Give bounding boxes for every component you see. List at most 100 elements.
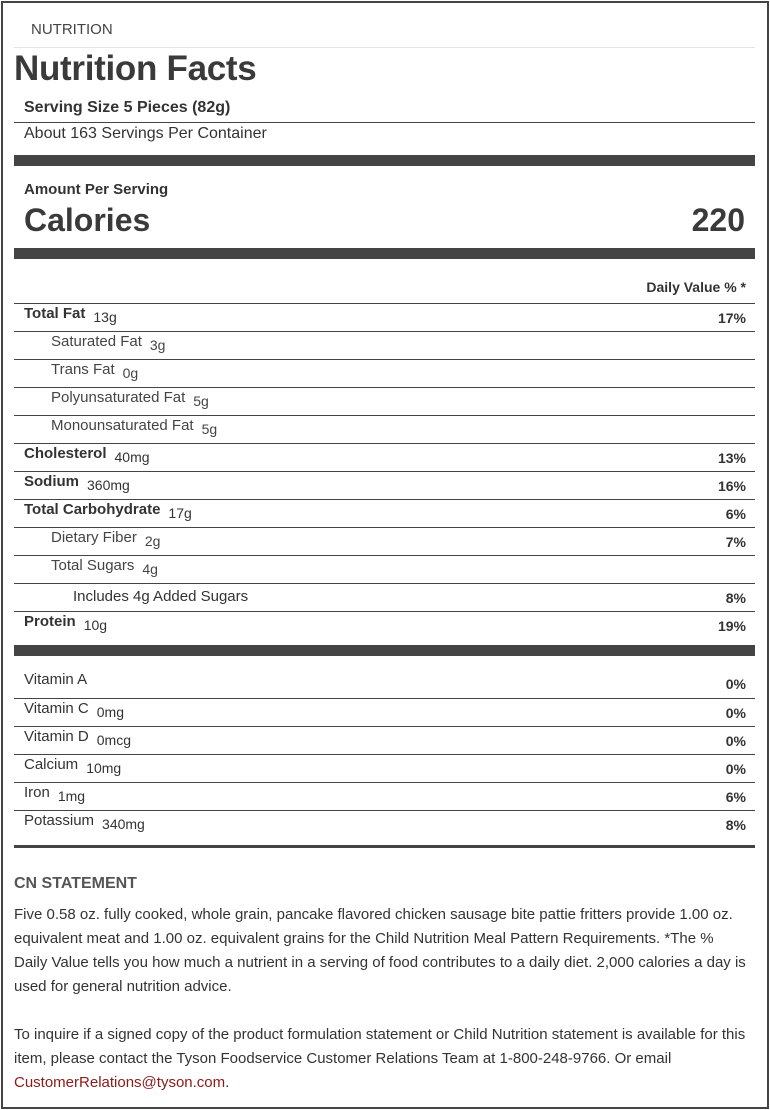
nutrient-amount: 0mg: [96, 704, 124, 720]
nutrient-name: Vitamin D 0mcg: [24, 728, 131, 748]
nutrient-label: Calcium: [24, 756, 79, 773]
nutrient-name: Protein 10g: [24, 613, 108, 633]
nutrient-label: Potassium: [24, 812, 95, 829]
calories-value: 220: [691, 202, 745, 238]
daily-value-percent: 13%: [717, 450, 746, 466]
divider: [14, 122, 755, 123]
nutrient-amount: 360mg: [87, 477, 130, 493]
nutrient-name: Saturated Fat 3g: [51, 333, 166, 353]
nutrient-label: Monounsaturated Fat: [51, 417, 194, 434]
nutrient-label: Sodium: [24, 473, 79, 490]
daily-value-percent: 8%: [725, 817, 746, 833]
nutrient-name: Trans Fat 0g: [51, 361, 139, 381]
nutrient-amount: 340mg: [102, 816, 145, 832]
daily-value-percent: 0%: [725, 705, 746, 721]
nutrient-amount: 10mg: [86, 760, 122, 776]
nutrient-amount: 40mg: [114, 449, 150, 465]
nutrient-label: Protein: [24, 613, 76, 630]
nutrient-row: Total Fat 13g 17%: [14, 303, 755, 331]
nutrient-label: Cholesterol: [24, 445, 107, 462]
inquiry-end: .: [225, 1074, 230, 1091]
page-title: Nutrition Facts: [14, 49, 257, 88]
email-link[interactable]: CustomerRelations@tyson.com: [14, 1074, 226, 1091]
nutrient-name: Sodium 360mg: [24, 473, 130, 493]
nutrient-label: Polyunsaturated Fat: [51, 389, 186, 406]
nutrient-row: Monounsaturated Fat 5g: [14, 415, 755, 443]
dv-footnote: *The % Daily Value tells you how much a …: [14, 930, 746, 995]
inquiry-text: To inquire if a signed copy of the produ…: [14, 1023, 749, 1095]
thick-divider: [14, 155, 755, 166]
nutrient-amount: 5g: [201, 421, 218, 437]
nutrient-row: Cholesterol 40mg 13%: [14, 443, 755, 471]
nutrient-row: Vitamin D 0mcg 0%: [14, 726, 755, 754]
nutrient-amount: 3g: [149, 337, 166, 353]
nutrient-label: Total Carbohydrate: [24, 501, 161, 518]
nutrient-name: Monounsaturated Fat 5g: [51, 417, 218, 437]
nutrient-amount: 10g: [83, 617, 108, 633]
daily-value-percent: 7%: [725, 534, 746, 550]
daily-value-header: Daily Value % *: [646, 279, 746, 295]
nutrient-name: Cholesterol 40mg: [24, 445, 150, 465]
nutrient-amount: 2g: [144, 533, 161, 549]
vitamin-table: Vitamin A 0% Vitamin C 0mg 0% Vitamin D 0mcg 0%…: [14, 670, 755, 838]
nutrient-amount: 0g: [122, 365, 139, 381]
thick-divider: [14, 845, 755, 848]
daily-value-percent: 0%: [725, 676, 746, 692]
nutrient-row: Total Carbohydrate 17g 6%: [14, 499, 755, 527]
nutrient-name: Dietary Fiber 2g: [51, 529, 161, 549]
nutrient-label: Includes 4g Added Sugars: [73, 588, 249, 605]
daily-value-percent: 16%: [717, 478, 746, 494]
daily-value-percent: 6%: [725, 506, 746, 522]
nutrient-label: Vitamin A: [24, 671, 88, 688]
nutrient-label: Vitamin D: [24, 728, 89, 745]
nutrient-row: Calcium 10mg 0%: [14, 754, 755, 782]
nutrient-amount: 1mg: [57, 788, 86, 804]
nutrient-label: Total Sugars: [51, 557, 135, 574]
nutrient-amount: 13g: [93, 309, 117, 325]
nutrient-row: Total Sugars 4g: [14, 555, 755, 583]
nutrient-row: Dietary Fiber 2g 7%: [14, 527, 755, 555]
daily-value-percent: 8%: [725, 590, 746, 606]
servings-per-container: About 163 Servings Per Container: [24, 125, 267, 142]
nutrient-amount: 0mcg: [96, 732, 131, 748]
serving-size: Serving Size 5 Pieces (82g): [24, 99, 231, 116]
section-label: NUTRITION: [31, 21, 113, 38]
inquiry-body: To inquire if a signed copy of the produ…: [14, 1026, 746, 1067]
nutrient-label: Iron: [24, 784, 50, 801]
nutrient-label: Saturated Fat: [51, 333, 142, 350]
daily-value-percent: 0%: [725, 733, 746, 749]
nutrient-table: Total Fat 13g 17% Saturated Fat 3g Trans Fat 0…: [14, 303, 755, 639]
nutrient-label: Dietary Fiber: [51, 529, 137, 546]
amount-per-serving: Amount Per Serving: [24, 181, 169, 198]
daily-value-percent: 17%: [717, 310, 746, 326]
nutrient-row: Sodium 360mg 16%: [14, 471, 755, 499]
nutrient-amount: 17g: [168, 505, 192, 521]
cn-text: Five 0.58 oz. fully cooked, whole grain,…: [14, 906, 733, 947]
nutrient-label: Vitamin C: [24, 700, 89, 717]
daily-value-percent: 0%: [725, 761, 746, 777]
nutrient-name: Calcium 10mg: [24, 756, 122, 776]
nutrient-row: Saturated Fat 3g: [14, 331, 755, 359]
nutrient-row: Includes 4g Added Sugars 8%: [14, 583, 755, 611]
nutrient-name: Polyunsaturated Fat 5g: [51, 389, 209, 409]
nutrient-name: Total Carbohydrate 17g: [24, 501, 192, 521]
nutrient-label: Trans Fat: [51, 361, 115, 378]
nutrient-name: Includes 4g Added Sugars: [73, 588, 248, 605]
nutrient-label: Total Fat: [24, 305, 86, 322]
cn-statement: Five 0.58 oz. fully cooked, whole grain,…: [14, 903, 749, 999]
nutrient-amount: 4g: [142, 561, 158, 577]
nutrient-row: Potassium 340mg 8%: [14, 810, 755, 838]
daily-value-percent: 19%: [717, 618, 746, 634]
nutrient-row: Vitamin C 0mg 0%: [14, 698, 755, 726]
nutrient-row: Vitamin A 0%: [14, 670, 755, 698]
nutrient-name: Total Fat 13g: [24, 305, 117, 325]
nutrient-name: Iron 1mg: [24, 784, 86, 804]
daily-value-percent: 6%: [725, 789, 746, 805]
nutrient-row: Iron 1mg 6%: [14, 782, 755, 810]
nutrient-name: Total Sugars 4g: [51, 557, 158, 577]
thick-divider: [14, 645, 755, 656]
thick-divider: [14, 248, 755, 259]
nutrient-name: Potassium 340mg: [24, 812, 145, 832]
nutrient-name: Vitamin A: [24, 671, 87, 688]
